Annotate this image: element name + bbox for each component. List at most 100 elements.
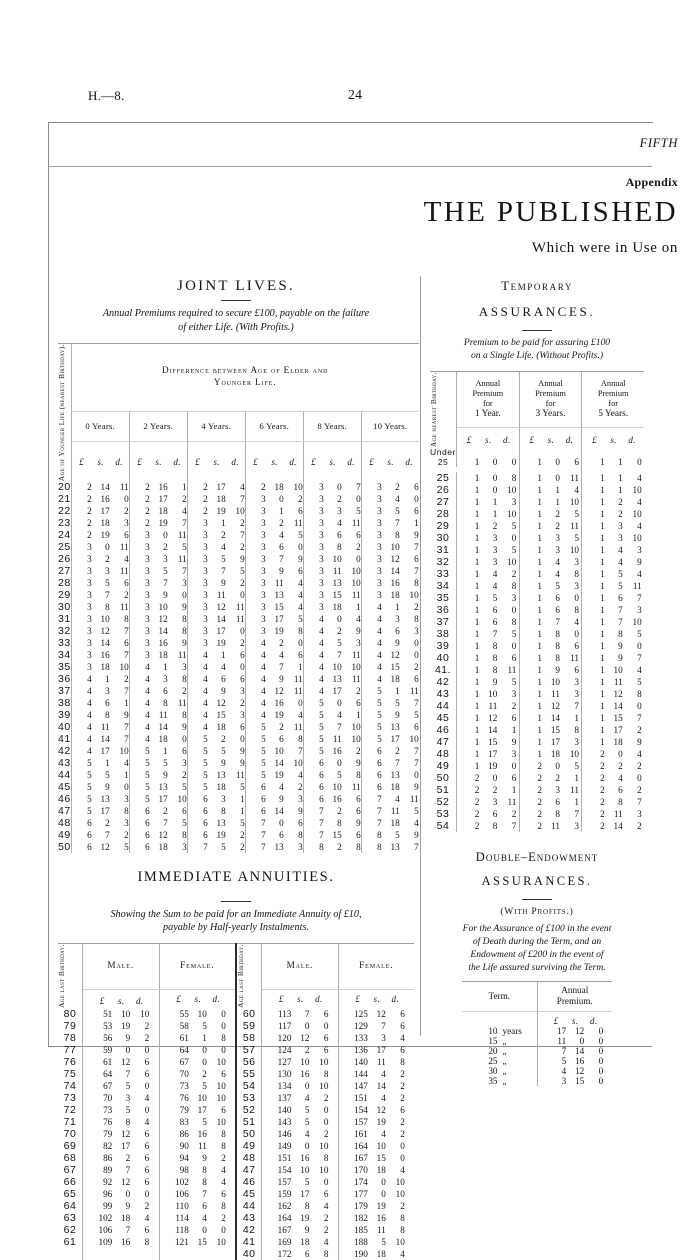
table-row: 41. 1 8 11 1 9 6 1 10 4 (430, 664, 644, 676)
table-row: 76 61 12 6 67 0 10 56 127 10 10 140 11 8 (58, 1056, 414, 1069)
currency-units: £ s. d. (176, 993, 221, 1004)
annuity-male-left: 76 8 4 (83, 1116, 160, 1128)
money-value: 1 2 11 (537, 521, 579, 531)
term-value: 35 „ (488, 1075, 507, 1086)
annuity-female-left: 64 0 0 (158, 1044, 237, 1057)
money-value: 1 3 10 (537, 545, 579, 555)
money-value: 3 18 1 (319, 601, 361, 612)
money-value: 6 12 8 (145, 829, 187, 840)
temporary-premium-cell: 1 19 0 (457, 760, 520, 772)
table-row: 40 4 11 7 4 14 9 4 18 6 5 2 11 5 7 10 5 13 6 (58, 720, 419, 733)
money-value: 6 16 6 (319, 793, 361, 804)
money-value: 102 8 4 (175, 1177, 226, 1188)
table-row: 52 2 3 11 2 6 1 2 8 7 (430, 796, 644, 808)
table-row: 35 1 5 3 1 6 0 1 6 7 (430, 592, 644, 604)
age-axis-text: Age nearest Birthday. (429, 371, 438, 447)
money-value: 1 10 4 (600, 665, 642, 675)
joint-premium-cell: 7 13 3 (244, 840, 304, 853)
joint-units-header: £ s. d. (186, 441, 246, 481)
temporary-col-header: Annual Premium for 1 Year. (456, 371, 520, 429)
row-age-right: 49 (235, 1140, 263, 1153)
joint-premium-cell: 3 0 11 (128, 528, 188, 541)
table-row: 73 70 3 4 76 10 10 53 137 4 2 151 4 2 (58, 1092, 414, 1105)
annuity-female-right: 157 19 2 (337, 1116, 414, 1129)
row-age: 27 (430, 496, 457, 508)
money-value: 185 11 8 (354, 1225, 405, 1236)
joint-premium-cell: 2 18 3 (71, 517, 129, 529)
joint-premium-cell: 3 13 4 (244, 588, 304, 601)
annuity-male-right: 151 16 8 (262, 1152, 339, 1164)
money-value: 1 3 10 (474, 557, 517, 567)
money-value: 143 5 0 (277, 1117, 329, 1128)
money-value: 177 0 10 (354, 1189, 405, 1200)
row-age: 49 (430, 760, 457, 772)
temporary-col-header: Annual Premium for 3 Years. (518, 371, 582, 429)
temporary-premium-cell: 1 0 10 (457, 484, 520, 496)
row-age-right: 40 (235, 1248, 263, 1260)
money-value: 59 0 0 (103, 1045, 150, 1056)
money-value: 64 7 6 (103, 1069, 150, 1080)
temporary-premium-cell: 1 1 10 (518, 496, 582, 508)
money-value: 1 17 2 (600, 725, 642, 735)
row-age: 53 (430, 808, 457, 820)
table-row: 36 1 6 0 1 6 8 1 7 3 (430, 604, 644, 616)
joint-premium-cell: 5 7 10 (302, 720, 362, 733)
money-value: 6 12 5 (87, 841, 129, 852)
money-value: 4 15 3 (203, 709, 245, 720)
row-age-right: 50 (235, 1128, 263, 1141)
row-age: 45 (58, 780, 72, 793)
joint-premium-cell: 3 18 10 (71, 661, 129, 673)
money-value: 1 17 3 (537, 737, 579, 747)
temporary-units-header: £ s. d. (581, 427, 644, 447)
money-value: 1 19 0 (474, 761, 517, 771)
row-age: 39 (430, 640, 457, 652)
row-age-left: 79 (58, 1020, 83, 1033)
money-value: 3 14 7 (377, 565, 419, 576)
money-value: 4 7 11 (319, 649, 361, 660)
joint-premium-cell: 3 10 7 (360, 540, 419, 553)
annuity-female-right: 136 17 6 (337, 1044, 414, 1057)
money-value: 4 18 0 (145, 733, 187, 744)
right-column: Temporary ASSURANCES. Premium to be paid… (429, 278, 644, 1086)
money-value: 99 9 2 (103, 1201, 150, 1212)
money-value: 3 18 10 (87, 661, 129, 672)
money-value: 5 17 10 (377, 733, 419, 744)
annuity-male-left: 70 3 4 (83, 1092, 160, 1104)
table-row: 27 3 3 11 3 5 7 3 7 5 3 9 6 3 11 10 3 14 7 (58, 564, 419, 577)
joint-premium-cell: 4 11 8 (128, 708, 188, 721)
temporary-premium-cell: 1 12 6 (457, 712, 520, 724)
annuity-male-left: 102 18 4 (83, 1212, 160, 1224)
money-value: 1 3 10 (600, 533, 642, 543)
annuity-female-right: 185 11 8 (337, 1224, 414, 1237)
table-row: 75 64 7 6 70 2 6 55 130 16 8 144 4 2 (58, 1068, 414, 1081)
temporary-premium-cell: 1 3 10 (581, 532, 644, 544)
table-row: 26 3 2 4 3 3 11 3 5 9 3 7 9 3 10 0 3 12 6 (58, 552, 419, 565)
table-row: 43 1 10 3 1 11 3 1 12 8 (430, 688, 644, 700)
table-row: 66 92 12 6 102 8 4 46 157 5 0 174 0 10 (58, 1176, 414, 1189)
left-column: JOINT LIVES. Annual Premiums required to… (57, 278, 419, 1260)
temporary-dash (522, 330, 552, 331)
